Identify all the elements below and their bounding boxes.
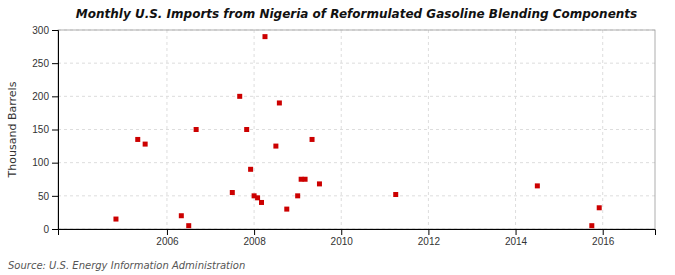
y-tick: 200 [32,91,58,102]
point [295,193,300,198]
source-note: Source: U.S. Energy Information Administ… [8,260,245,271]
x-tick-label: 2012 [418,236,441,247]
point [113,217,118,222]
y-grid-line [58,96,655,97]
x-tick-label: 2014 [505,236,528,247]
y-tick: 0 [43,224,58,235]
point [262,34,267,39]
y-tick-mark [52,130,58,131]
point [143,142,148,147]
x-tick: 2008 [243,229,266,247]
chart: 2006 2008 2010 2012 2014 2016 0 50 100 150 200 250 3… [0,0,675,275]
y-axis: 0 50 100 150 200 250 300 [32,25,58,235]
x-grid-line [602,30,603,229]
y-tick: 300 [32,25,58,36]
y-grid-line [58,195,655,196]
point [248,167,253,172]
y-tick-label: 50 [38,191,50,202]
y-axis-line [52,31,59,230]
x-tick: 2010 [331,229,354,247]
y-tick-label: 0 [43,224,49,235]
point [273,144,278,149]
x-grid-line [254,30,255,229]
y-tick: 150 [32,124,58,135]
y-tick-mark [52,63,58,64]
x-tick-mark [167,229,168,235]
y-tick-label: 300 [32,25,49,36]
x-tick-mark [516,229,517,235]
x-tick-mark [603,229,604,235]
x-grid-line [515,30,516,229]
point [284,207,289,212]
point [393,192,398,197]
point [186,223,191,228]
x-tick-mark [254,229,255,235]
point [135,137,140,142]
point [244,127,249,132]
point [230,190,235,195]
point [277,100,282,105]
title: Monthly U.S. Imports from Nigeria of Ref… [76,7,637,21]
x-grid-line [166,30,167,229]
x-tick-mark [341,229,342,235]
points [113,34,601,228]
y-tick-mark [52,229,58,230]
x-tick: 2012 [418,229,441,247]
x-tick: 2006 [156,229,179,247]
y-grid-line [58,162,655,163]
y-tick-mark [52,30,58,31]
point [310,137,315,142]
y-tick: 50 [38,191,58,202]
point [535,183,540,188]
point [303,177,308,182]
x-tick-label: 2016 [592,236,615,247]
point [589,223,594,228]
y-grid-line [58,63,655,64]
x-tick-label: 2006 [156,236,179,247]
x-axis-line [59,230,656,236]
grid [58,30,655,229]
x-tick: 2016 [592,229,615,247]
y-tick-label: 200 [32,91,49,102]
point [179,213,184,218]
y-tick-label: 150 [32,124,49,135]
x-grid-line [428,30,429,229]
point [237,94,242,99]
point [317,181,322,186]
point [597,205,602,210]
y-tick-label: 100 [32,157,49,168]
x-tick: 2014 [505,229,528,247]
y-tick-mark [52,96,58,97]
point [194,127,199,132]
x-axis: 2006 2008 2010 2012 2014 2016 [59,229,656,247]
x-tick-label: 2010 [331,236,354,247]
x-tick-mark [428,229,429,235]
y-tick-label: 250 [32,58,49,69]
y-tick: 250 [32,58,58,69]
y-tick: 100 [32,157,58,168]
y-tick-mark [52,163,58,164]
point [259,200,264,205]
point [255,195,260,200]
x-tick-label: 2008 [243,236,266,247]
plot: 2006 2008 2010 2012 2014 2016 0 50 100 150 200 250 3… [32,25,655,247]
x-grid-line [341,30,342,229]
y-axis-title: Thousand Barrels [6,81,19,178]
y-grid-line [58,129,655,130]
y-tick-mark [52,196,58,197]
plot-frame [58,30,655,229]
